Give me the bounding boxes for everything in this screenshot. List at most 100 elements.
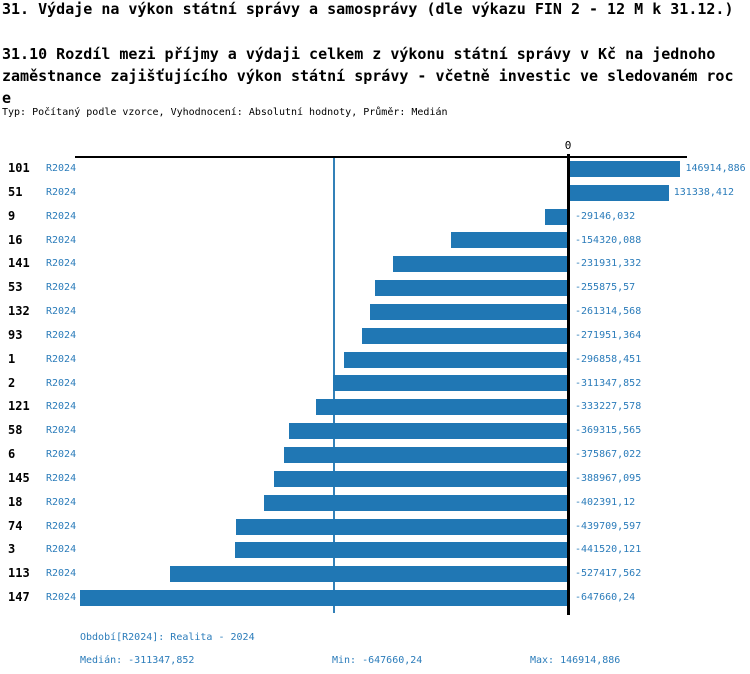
axis-top-line	[75, 156, 687, 158]
period-info: Období[R2024]: Realita - 2024	[80, 632, 255, 643]
row-period-label: R2024	[46, 496, 77, 508]
row-period-label: R2024	[46, 329, 77, 341]
row-period-label: R2024	[46, 520, 77, 532]
bar-value-label: -271951,364	[575, 329, 642, 341]
bar-value-label: -375867,022	[575, 449, 642, 461]
chart-row: 53 R2024 -255875,57	[0, 276, 750, 300]
bar	[570, 184, 669, 201]
chart-row: 18 R2024 -402391,12	[0, 491, 750, 515]
row-id-label: 74	[8, 518, 23, 533]
bar-value-label: -647660,24	[575, 592, 636, 604]
report-subtitle-line1: 31.10 Rozdíl mezi příjmy a výdaji celkem…	[2, 45, 716, 63]
row-period-label: R2024	[46, 472, 77, 484]
row-id-label: 113	[8, 566, 30, 581]
bar	[570, 160, 681, 177]
chart-row: 1 R2024 -296858,451	[0, 348, 750, 372]
chart-row: 132 R2024 -261314,568	[0, 300, 750, 324]
row-period-label: R2024	[46, 544, 77, 556]
chart-rows: 101 R2024 146914,886 51 R2024 131338,412…	[0, 157, 750, 611]
bar-value-label: -439709,597	[575, 520, 642, 532]
row-id-label: 3	[8, 542, 16, 557]
chart-row: 3 R2024 -441520,121	[0, 538, 750, 562]
row-id-label: 9	[8, 208, 16, 223]
row-period-label: R2024	[46, 425, 77, 437]
row-period-label: R2024	[46, 306, 77, 318]
bar	[374, 280, 567, 297]
bar	[274, 470, 567, 487]
bar	[79, 590, 567, 607]
bar-value-label: -255875,57	[575, 282, 636, 294]
chart-row: 101 R2024 146914,886	[0, 157, 750, 181]
bar	[236, 518, 567, 535]
row-id-label: 101	[8, 161, 30, 175]
row-id-label: 93	[8, 327, 23, 342]
bar-value-label: -261314,568	[575, 306, 642, 318]
row-id-label: 145	[8, 470, 30, 485]
bar-value-label: -388967,095	[575, 472, 642, 484]
bar	[392, 256, 567, 273]
bar-value-label: -369315,565	[575, 425, 642, 437]
report-subtitle-line2: zaměstnance zajišťujícího výkon státní s…	[2, 67, 734, 85]
row-period-label: R2024	[46, 234, 77, 246]
row-id-label: 121	[8, 399, 30, 414]
chart-row: 93 R2024 -271951,364	[0, 324, 750, 348]
row-id-label: 141	[8, 256, 30, 271]
bar	[370, 303, 567, 320]
row-id-label: 6	[8, 447, 16, 462]
chart-row: 121 R2024 -333227,578	[0, 395, 750, 419]
bar	[545, 208, 567, 225]
chart-row: 9 R2024 -29146,032	[0, 205, 750, 229]
row-period-label: R2024	[46, 592, 77, 604]
row-id-label: 16	[8, 232, 23, 247]
row-id-label: 147	[8, 590, 30, 605]
bar-value-label: -29146,032	[575, 210, 636, 222]
bar-value-label: -441520,121	[575, 544, 642, 556]
row-period-label: R2024	[46, 568, 77, 580]
bar	[264, 494, 567, 511]
bar-value-label: -311347,852	[575, 377, 642, 389]
row-period-label: R2024	[46, 449, 77, 461]
bar	[170, 566, 567, 583]
bar-value-label: 131338,412	[673, 186, 734, 198]
axis-zero-label: 0	[564, 139, 572, 152]
chart-row: 113 R2024 -527417,562	[0, 562, 750, 586]
chart-row: 74 R2024 -439709,597	[0, 515, 750, 539]
chart-row: 51 R2024 131338,412	[0, 181, 750, 205]
bar	[343, 351, 567, 368]
bar-value-label: -402391,12	[575, 496, 636, 508]
zero-axis-line	[567, 154, 570, 615]
max-stat: Max: 146914,886	[530, 655, 621, 666]
bar	[332, 375, 567, 392]
report-title: 31. Výdaje na výkon státní správy a samo…	[2, 0, 734, 18]
row-id-label: 132	[8, 304, 30, 319]
chart-row: 16 R2024 -154320,088	[0, 229, 750, 253]
row-period-label: R2024	[46, 353, 77, 365]
row-id-label: 18	[8, 494, 23, 509]
bar	[234, 542, 567, 559]
row-period-label: R2024	[46, 282, 77, 294]
row-id-label: 53	[8, 280, 23, 295]
row-period-label: R2024	[46, 377, 77, 389]
report-subtitle: 31.10 Rozdíl mezi příjmy a výdaji celkem…	[2, 43, 734, 109]
report-subtitle-line3: e	[2, 89, 12, 107]
bar-value-label: -154320,088	[575, 234, 642, 246]
chart-row: 6 R2024 -375867,022	[0, 443, 750, 467]
bar-value-label: -527417,562	[575, 568, 642, 580]
bar-value-label: 146914,886	[685, 163, 746, 174]
chart-row: 58 R2024 -369315,565	[0, 419, 750, 443]
median-stat: Medián: -311347,852	[80, 655, 195, 666]
bar-value-label: -231931,332	[575, 258, 642, 270]
chart-row: 2 R2024 -311347,852	[0, 372, 750, 396]
row-id-label: 1	[8, 351, 16, 366]
bar	[362, 327, 567, 344]
row-period-label: R2024	[46, 258, 77, 270]
bar	[289, 423, 567, 440]
report-meta-line: Typ: Počítaný podle vzorce, Vyhodnocení:…	[2, 107, 448, 118]
min-stat: Min: -647660,24	[332, 655, 423, 666]
bar	[450, 232, 567, 249]
row-period-label: R2024	[46, 401, 77, 413]
chart-row: 147 R2024 -647660,24	[0, 586, 750, 610]
row-period-label: R2024	[46, 186, 77, 198]
bar	[316, 399, 567, 416]
